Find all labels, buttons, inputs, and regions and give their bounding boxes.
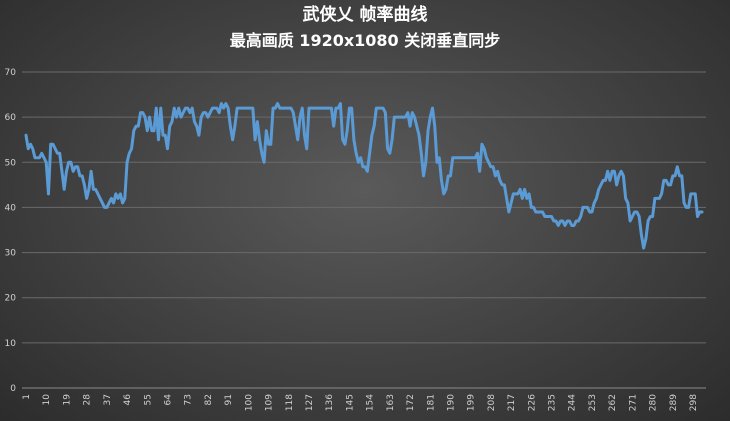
- y-tick-label: 40: [5, 203, 17, 213]
- x-tick-label: 271: [628, 394, 638, 411]
- x-tick-label: 235: [548, 394, 558, 411]
- x-tick-label: 145: [345, 394, 355, 411]
- x-axis-ticks: 1 10 19 28 37 46 55 64 73 82 91 100 109 118 127 136 145 1…: [22, 394, 699, 411]
- x-tick-label: 199: [467, 394, 477, 411]
- x-tick-label: 73: [184, 394, 194, 405]
- y-tick-label: 10: [5, 339, 17, 349]
- y-tick-label: 0: [10, 384, 16, 394]
- series-group: [24, 102, 704, 250]
- y-tick-label: 30: [5, 249, 17, 259]
- x-tick-label: 298: [689, 394, 699, 411]
- x-tick-label: 64: [163, 394, 173, 406]
- x-tick-label: 136: [325, 394, 335, 411]
- x-tick-label: 10: [42, 394, 52, 406]
- x-tick-label: 172: [406, 394, 416, 411]
- x-tick-label: 244: [568, 394, 578, 411]
- y-tick-label: 70: [5, 68, 17, 78]
- x-tick-label: 82: [204, 394, 214, 405]
- x-tick-label: 28: [83, 394, 93, 406]
- x-tick-label: 289: [669, 394, 679, 411]
- x-tick-label: 181: [426, 394, 436, 411]
- x-tick-label: 127: [305, 394, 315, 411]
- y-tick-label: 50: [5, 158, 17, 168]
- x-tick-label: 154: [366, 394, 376, 411]
- chart-subtitle: 最高画质 1920x1080 关闭垂直同步: [229, 31, 501, 50]
- x-tick-label: 1: [22, 394, 32, 400]
- x-tick-label: 118: [285, 394, 295, 411]
- y-tick-label: 60: [5, 113, 17, 123]
- chart-title: 武侠乂 帧率曲线: [302, 5, 428, 25]
- x-tick-label: 280: [649, 394, 659, 411]
- x-tick-label: 262: [608, 394, 618, 411]
- x-tick-label: 163: [386, 394, 396, 411]
- x-tick-label: 46: [123, 394, 133, 406]
- x-tick-label: 19: [62, 394, 72, 406]
- gridlines: [22, 71, 706, 389]
- x-tick-label: 91: [224, 394, 234, 405]
- x-tick-label: 208: [487, 394, 497, 411]
- x-tick-label: 55: [143, 394, 153, 405]
- x-tick-label: 37: [103, 394, 113, 405]
- fps-series-line: [24, 102, 704, 250]
- x-tick-label: 226: [527, 394, 537, 411]
- x-tick-label: 253: [588, 394, 598, 411]
- x-tick-label: 100: [244, 394, 254, 411]
- x-tick-label: 109: [265, 394, 275, 411]
- y-axis-ticks: 0 10 20 30 40 50 60 70: [5, 68, 17, 394]
- y-tick-label: 20: [5, 294, 17, 304]
- x-tick-label: 190: [446, 394, 456, 411]
- x-tick-label: 217: [507, 394, 517, 411]
